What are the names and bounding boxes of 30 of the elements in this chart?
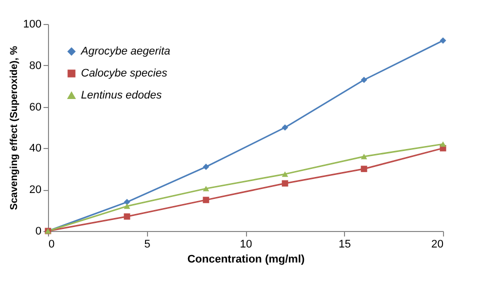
y-tick-label: 80 — [29, 60, 42, 72]
point — [440, 141, 446, 147]
x-tick-label: 15 — [338, 238, 351, 250]
point — [202, 196, 210, 204]
x-tick-label: 5 — [144, 238, 150, 250]
point — [360, 76, 368, 84]
point — [360, 166, 368, 172]
x-tick-label: 20 — [431, 238, 444, 250]
y-tick-label: 40 — [29, 142, 42, 155]
point — [202, 164, 210, 170]
y-axis-title: Scavenging effect (Superoxide), % — [9, 46, 20, 210]
point — [202, 186, 210, 192]
x-tick-label: 10 — [240, 238, 252, 250]
y-tick-label: 60 — [29, 101, 42, 114]
x-tick-label: 0 — [48, 238, 55, 250]
point — [282, 180, 288, 187]
legend-label: Agrocybe aegerita — [80, 46, 170, 58]
point — [360, 154, 368, 160]
y-tick-label: 20 — [29, 184, 42, 196]
legend-label: Calocybe species — [81, 68, 168, 80]
legend-label: Lentinus edodes — [81, 90, 162, 102]
point — [124, 213, 130, 220]
point — [282, 171, 288, 177]
point — [124, 198, 130, 206]
y-tick-label: 0 — [35, 226, 42, 238]
point — [282, 124, 288, 131]
point — [124, 203, 130, 209]
y-tick-label: 100 — [23, 18, 42, 30]
x-axis-title: Concentration (mg/ml) — [187, 254, 305, 266]
point — [440, 37, 446, 44]
